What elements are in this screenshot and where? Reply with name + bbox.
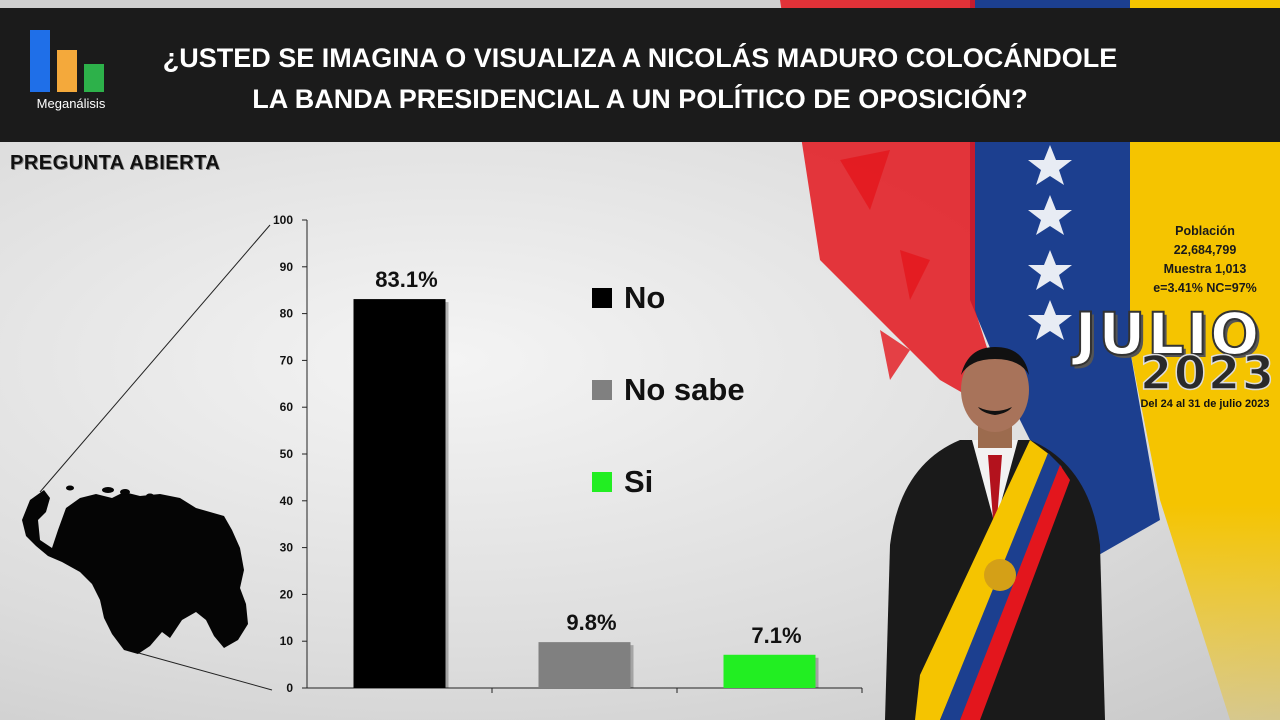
meganalisis-logo: Meganálisis xyxy=(26,30,116,130)
value-labels: 83.1% 9.8% 7.1% xyxy=(375,267,801,648)
y-tick-label: 70 xyxy=(280,353,294,367)
subtitle: PREGUNTA ABIERTA xyxy=(10,152,221,174)
title-line-1: ¿USTED SE IMAGINA O VISUALIZA A NICOLÁS … xyxy=(162,43,1118,73)
president-photo xyxy=(885,347,1105,720)
stats-population-label: Población xyxy=(1175,224,1235,238)
legend-swatch-si xyxy=(592,472,612,492)
y-axis: 0 10 20 30 40 50 60 70 80 90 100 xyxy=(273,213,308,695)
stats-error: e=3.41% NC=97% xyxy=(1153,281,1257,295)
legend-swatch-no-sabe xyxy=(592,380,612,400)
y-tick-label: 60 xyxy=(280,400,294,414)
y-tick-label: 20 xyxy=(280,587,294,601)
y-tick-label: 80 xyxy=(280,307,294,321)
stats-population-value: 22,684,799 xyxy=(1173,243,1237,257)
y-tick-label: 10 xyxy=(280,634,294,648)
legend-item-si: Si xyxy=(592,462,832,502)
x-axis xyxy=(307,687,863,693)
bar-si xyxy=(723,654,816,688)
bar-no xyxy=(353,299,446,688)
value-label-no-sabe: 9.8% xyxy=(566,610,616,635)
y-tick-label: 40 xyxy=(280,494,294,508)
title-line-2: LA BANDA PRESIDENCIAL A UN POLÍTICO DE O… xyxy=(252,84,1028,114)
legend-swatch-no xyxy=(592,288,612,308)
y-tick-label: 100 xyxy=(273,213,293,227)
value-label-no: 83.1% xyxy=(375,267,437,292)
period-year: 2023 xyxy=(1139,345,1277,401)
y-tick-label: 90 xyxy=(280,260,294,274)
legend-label-no: No xyxy=(624,280,666,315)
period-month: JULIO xyxy=(1074,299,1262,369)
header-bar: Meganálisis ¿USTED SE IMAGINA O VISUALIZ… xyxy=(0,8,1280,142)
bar-no-sabe xyxy=(538,642,631,688)
top-strip xyxy=(0,0,1280,8)
y-tick-label: 30 xyxy=(280,541,294,555)
stats-sample: Muestra 1,013 xyxy=(1163,262,1247,276)
flag-stars xyxy=(1028,145,1072,340)
legend-item-no: No xyxy=(592,278,832,318)
survey-stats: Población 22,684,799 Muestra 1,013 e=3.4… xyxy=(1140,222,1270,298)
y-tick-label: 50 xyxy=(280,447,294,461)
value-label-si: 7.1% xyxy=(751,623,801,648)
bars xyxy=(353,299,819,688)
legend-label-si: Si xyxy=(624,464,654,499)
period-dates: Del 24 al 31 de julio 2023 xyxy=(1140,398,1270,410)
legend-label-no-sabe: No sabe xyxy=(624,372,745,407)
y-tick-label: 0 xyxy=(286,681,293,695)
logo-bars-icon xyxy=(30,30,110,92)
logo-text: Meganálisis xyxy=(36,96,106,111)
legend-item-no-sabe: No sabe xyxy=(592,370,832,410)
page-title: ¿USTED SE IMAGINA O VISUALIZA A NICOLÁS … xyxy=(120,38,1160,120)
